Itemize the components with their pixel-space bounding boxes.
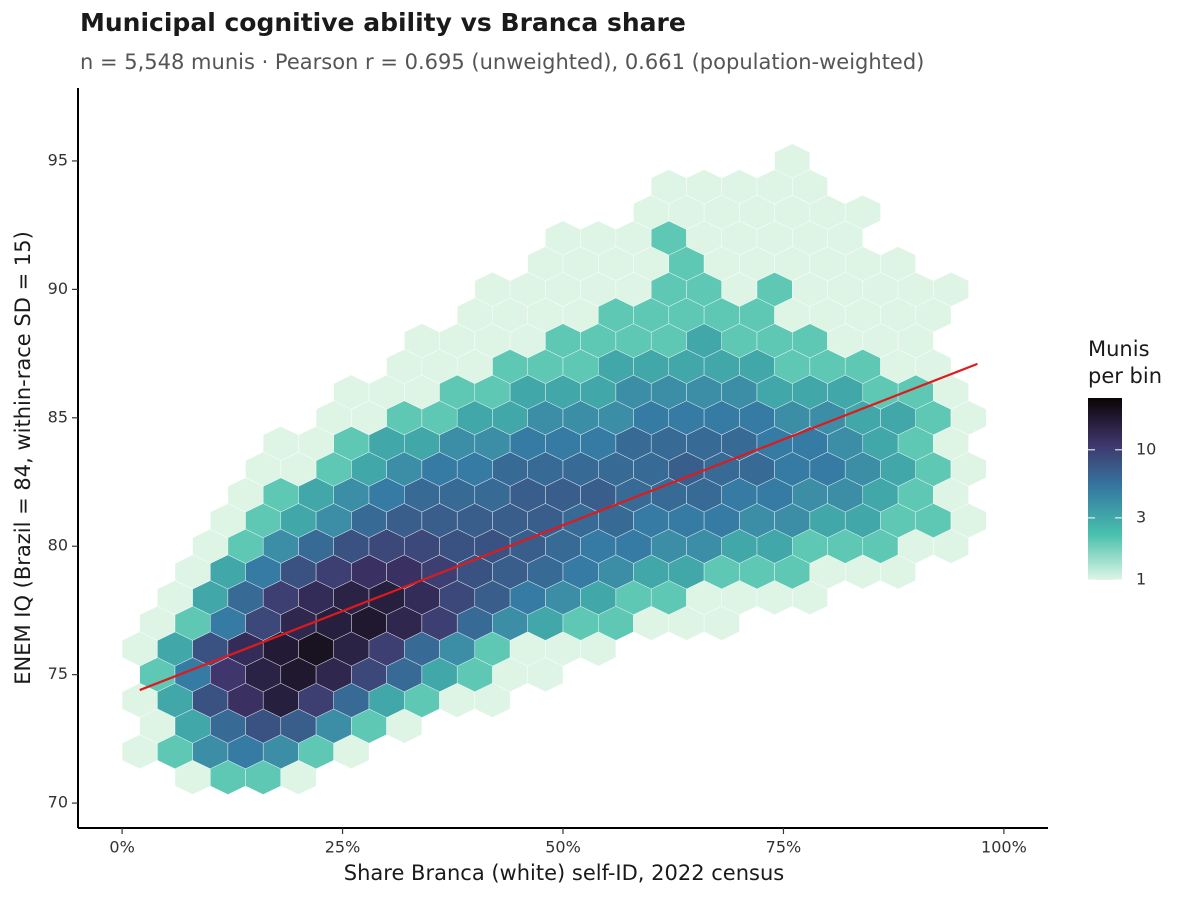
x-tick-label: 25% [325,838,361,857]
legend-title: Munis [1088,337,1150,361]
x-axis-label: Share Branca (white) self-ID, 2022 censu… [344,861,784,885]
chart-title: Municipal cognitive ability vs Branca sh… [80,8,686,37]
y-tick-label: 95 [48,150,68,169]
colorbar-tick-label: 1 [1136,570,1146,589]
fit-line [139,362,978,692]
x-tick-label: 75% [766,838,802,857]
x-tick-label: 50% [545,838,581,857]
chart-subtitle: n = 5,548 munis · Pearson r = 0.695 (unw… [80,50,924,74]
colorbar-tick-label: 3 [1136,507,1146,526]
colorbar-tick-label: 10 [1136,439,1156,458]
hexes [121,143,987,795]
y-tick-label: 90 [48,279,68,298]
x-tick-label: 0% [109,838,134,857]
hex-bin [774,143,811,179]
y-axis-label: ENEM IQ (Brazil = 84, within-race SD = 1… [11,231,35,685]
hex-bin [880,246,916,282]
y-tick-label: 80 [48,536,68,555]
y-tick-label: 75 [48,664,68,683]
x-tick-label: 100% [981,838,1027,857]
y-tick-label: 85 [48,407,68,426]
colorbar [1088,398,1122,580]
hex-bin [933,272,969,307]
hex-bin [845,194,881,230]
y-tick-label: 70 [48,793,68,812]
legend-title: per bin [1088,364,1162,388]
